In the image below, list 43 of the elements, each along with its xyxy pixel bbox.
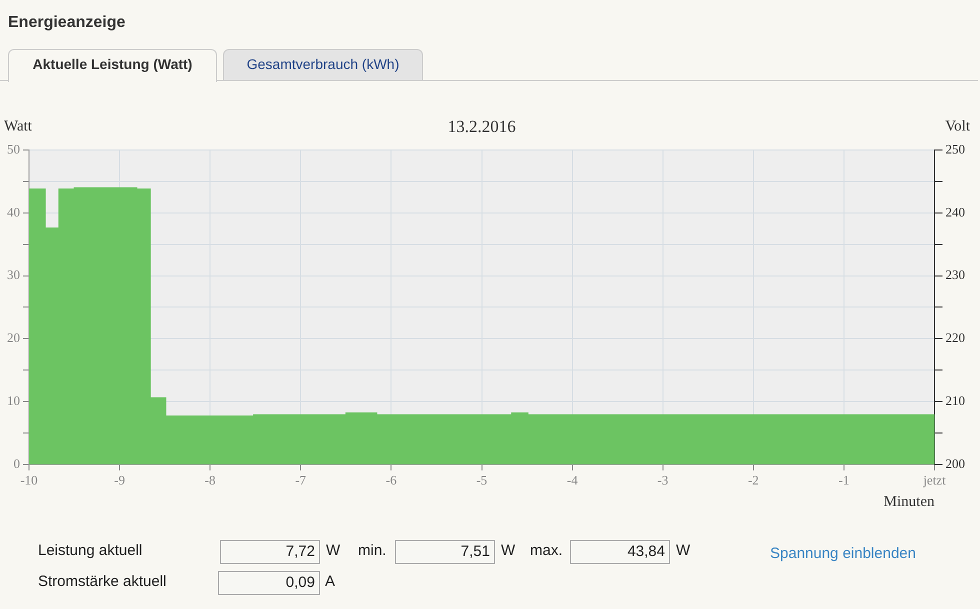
- x-tick-label: jetzt: [922, 472, 946, 488]
- y-tick-label: 40: [7, 204, 20, 220]
- x-tick-label: -10: [20, 472, 38, 488]
- x-tick-label: -4: [566, 472, 578, 488]
- text: min.: [358, 542, 386, 559]
- y-tick-label: 20: [7, 330, 20, 346]
- y2-tick-label: 240: [946, 204, 965, 220]
- text-field: 0,09: [218, 571, 320, 595]
- y-tick-label: 10: [7, 392, 20, 408]
- text: W: [326, 542, 340, 559]
- x-axis-title: Minuten: [884, 494, 935, 510]
- tab: Gesamtverbrauch (kWh): [223, 49, 423, 80]
- text: W: [501, 542, 516, 559]
- text: A: [325, 573, 336, 590]
- y-tick-label: 30: [7, 267, 20, 282]
- y-tick-label: 0: [14, 456, 20, 471]
- y2-tick-label: 230: [946, 267, 965, 282]
- x-tick-label: -6: [386, 472, 398, 488]
- y2-axis-title: Volt: [945, 118, 971, 134]
- x-tick-label: -2: [748, 472, 759, 488]
- x-tick-label: -8: [204, 472, 216, 488]
- text: Leistung aktuell: [38, 542, 142, 559]
- x-tick-label: -1: [838, 472, 850, 488]
- text-field: 7,72: [220, 540, 320, 564]
- chart-title: Energieanzeige: [8, 14, 126, 32]
- x-tick-label: -5: [476, 472, 488, 488]
- y2-tick-label: 220: [946, 330, 965, 346]
- chart-subtitle: 13.2.2016: [448, 116, 516, 136]
- x-tick-label: -9: [114, 472, 125, 488]
- text: Stromstärke aktuell: [38, 573, 166, 590]
- x-tick-label: -7: [295, 472, 307, 488]
- y2-tick-label: 250: [946, 141, 965, 156]
- text: Spannung einblenden: [770, 545, 916, 562]
- y2-tick-label: 200: [946, 456, 965, 471]
- tab: Aktuelle Leistung (Watt): [8, 49, 217, 82]
- y-tick-label: 50: [7, 141, 20, 156]
- text-field: 43,84: [570, 540, 670, 564]
- y2-tick-label: 210: [946, 392, 965, 408]
- y-axis-title: Watt: [4, 118, 33, 134]
- x-tick-label: -3: [657, 472, 668, 488]
- text: max.: [530, 542, 563, 559]
- text-field: 7,51: [395, 540, 495, 564]
- text: W: [676, 542, 690, 559]
